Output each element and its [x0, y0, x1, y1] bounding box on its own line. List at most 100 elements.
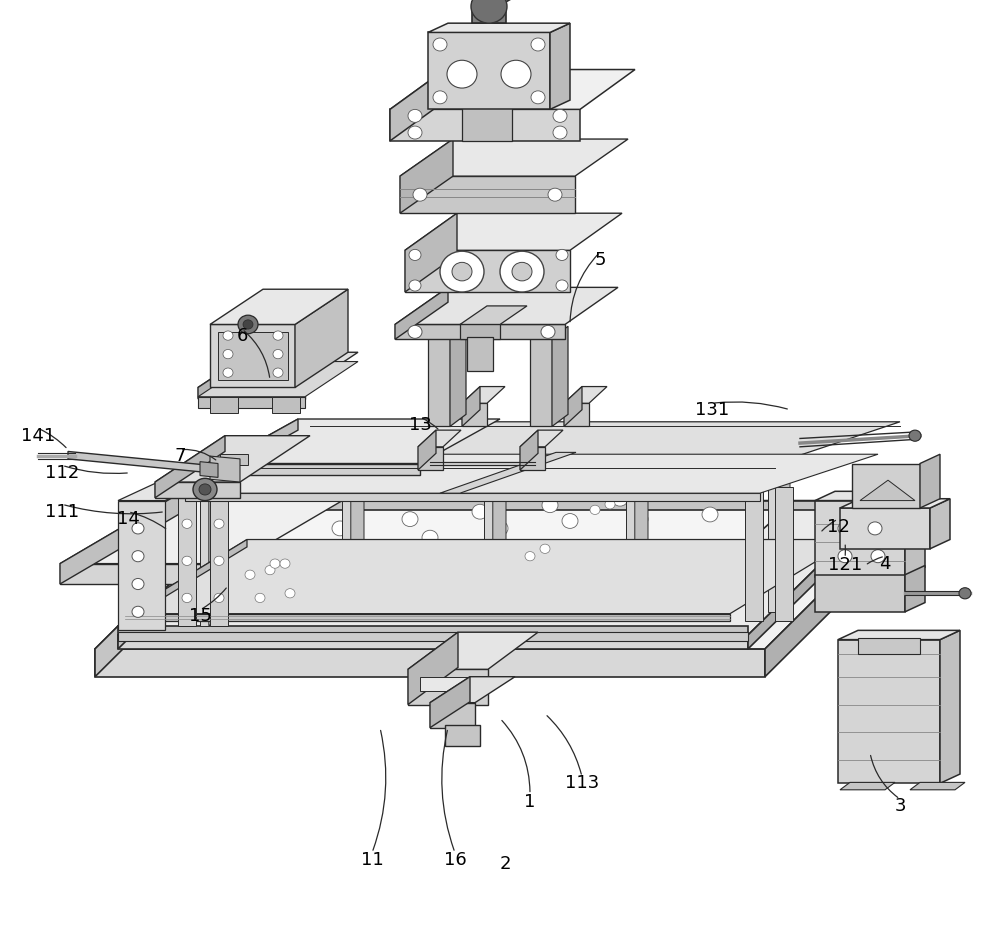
Polygon shape: [564, 403, 589, 426]
Circle shape: [408, 126, 422, 139]
Circle shape: [433, 38, 447, 51]
Polygon shape: [520, 430, 563, 447]
Polygon shape: [405, 250, 570, 292]
Polygon shape: [484, 477, 493, 621]
Polygon shape: [840, 499, 950, 508]
Polygon shape: [450, 326, 466, 426]
Circle shape: [372, 577, 388, 591]
Circle shape: [352, 540, 368, 554]
Circle shape: [332, 521, 348, 536]
Polygon shape: [815, 501, 905, 577]
Circle shape: [652, 549, 668, 564]
Circle shape: [472, 504, 488, 519]
Circle shape: [265, 565, 275, 575]
Polygon shape: [910, 782, 965, 790]
Circle shape: [214, 556, 224, 565]
Circle shape: [413, 188, 427, 201]
Circle shape: [255, 593, 265, 603]
Polygon shape: [118, 501, 165, 630]
Circle shape: [243, 320, 253, 329]
Circle shape: [909, 430, 921, 441]
Polygon shape: [118, 626, 748, 635]
Text: 113: 113: [565, 774, 599, 793]
Polygon shape: [626, 463, 648, 473]
Circle shape: [959, 588, 971, 599]
Polygon shape: [200, 505, 790, 603]
Polygon shape: [905, 565, 925, 612]
Polygon shape: [125, 540, 852, 614]
Circle shape: [132, 606, 144, 617]
Circle shape: [273, 368, 283, 377]
Circle shape: [280, 559, 290, 568]
Polygon shape: [775, 487, 793, 621]
Polygon shape: [178, 496, 196, 626]
Polygon shape: [768, 464, 777, 612]
Polygon shape: [462, 387, 505, 403]
Polygon shape: [200, 463, 222, 473]
Circle shape: [408, 109, 422, 122]
Polygon shape: [940, 630, 960, 783]
Polygon shape: [395, 287, 448, 339]
Polygon shape: [198, 397, 305, 408]
Polygon shape: [768, 453, 790, 464]
Text: 4: 4: [879, 554, 891, 573]
Polygon shape: [210, 324, 295, 387]
Circle shape: [548, 188, 562, 201]
Polygon shape: [400, 139, 453, 213]
Circle shape: [447, 60, 477, 88]
Circle shape: [483, 325, 497, 338]
Polygon shape: [840, 508, 930, 549]
Polygon shape: [564, 387, 607, 403]
Polygon shape: [210, 499, 228, 626]
Polygon shape: [155, 436, 225, 498]
Polygon shape: [626, 473, 635, 616]
Polygon shape: [220, 454, 248, 465]
Circle shape: [871, 522, 885, 535]
Polygon shape: [400, 176, 575, 213]
Polygon shape: [748, 501, 885, 649]
Polygon shape: [815, 491, 925, 501]
Polygon shape: [125, 540, 247, 621]
Circle shape: [525, 552, 535, 561]
Polygon shape: [777, 453, 790, 612]
Circle shape: [605, 500, 615, 509]
Polygon shape: [185, 422, 310, 473]
Polygon shape: [462, 403, 487, 426]
Circle shape: [132, 578, 144, 590]
Polygon shape: [395, 324, 565, 339]
Circle shape: [270, 559, 280, 568]
Circle shape: [422, 530, 438, 545]
Polygon shape: [218, 332, 288, 380]
Polygon shape: [405, 213, 622, 250]
Polygon shape: [198, 352, 251, 399]
Polygon shape: [460, 324, 500, 339]
Circle shape: [531, 91, 545, 104]
Polygon shape: [462, 50, 538, 70]
Circle shape: [285, 589, 295, 598]
Polygon shape: [920, 454, 940, 508]
Polygon shape: [460, 306, 527, 324]
Circle shape: [556, 280, 568, 291]
Circle shape: [553, 126, 567, 139]
Polygon shape: [430, 703, 475, 728]
Polygon shape: [472, 0, 519, 2]
Circle shape: [500, 251, 544, 292]
Circle shape: [512, 262, 532, 281]
Polygon shape: [351, 467, 364, 621]
Polygon shape: [185, 422, 900, 464]
Polygon shape: [218, 419, 298, 475]
Polygon shape: [185, 493, 760, 501]
Circle shape: [838, 550, 852, 563]
Polygon shape: [198, 362, 358, 397]
Circle shape: [722, 541, 738, 556]
Text: 3: 3: [894, 797, 906, 816]
Circle shape: [440, 251, 484, 292]
Text: 12: 12: [827, 517, 849, 536]
Polygon shape: [430, 677, 515, 703]
Polygon shape: [462, 70, 512, 141]
Text: 14: 14: [117, 510, 139, 528]
Polygon shape: [342, 477, 351, 621]
Circle shape: [199, 484, 211, 495]
Circle shape: [632, 512, 648, 527]
Circle shape: [182, 556, 192, 565]
